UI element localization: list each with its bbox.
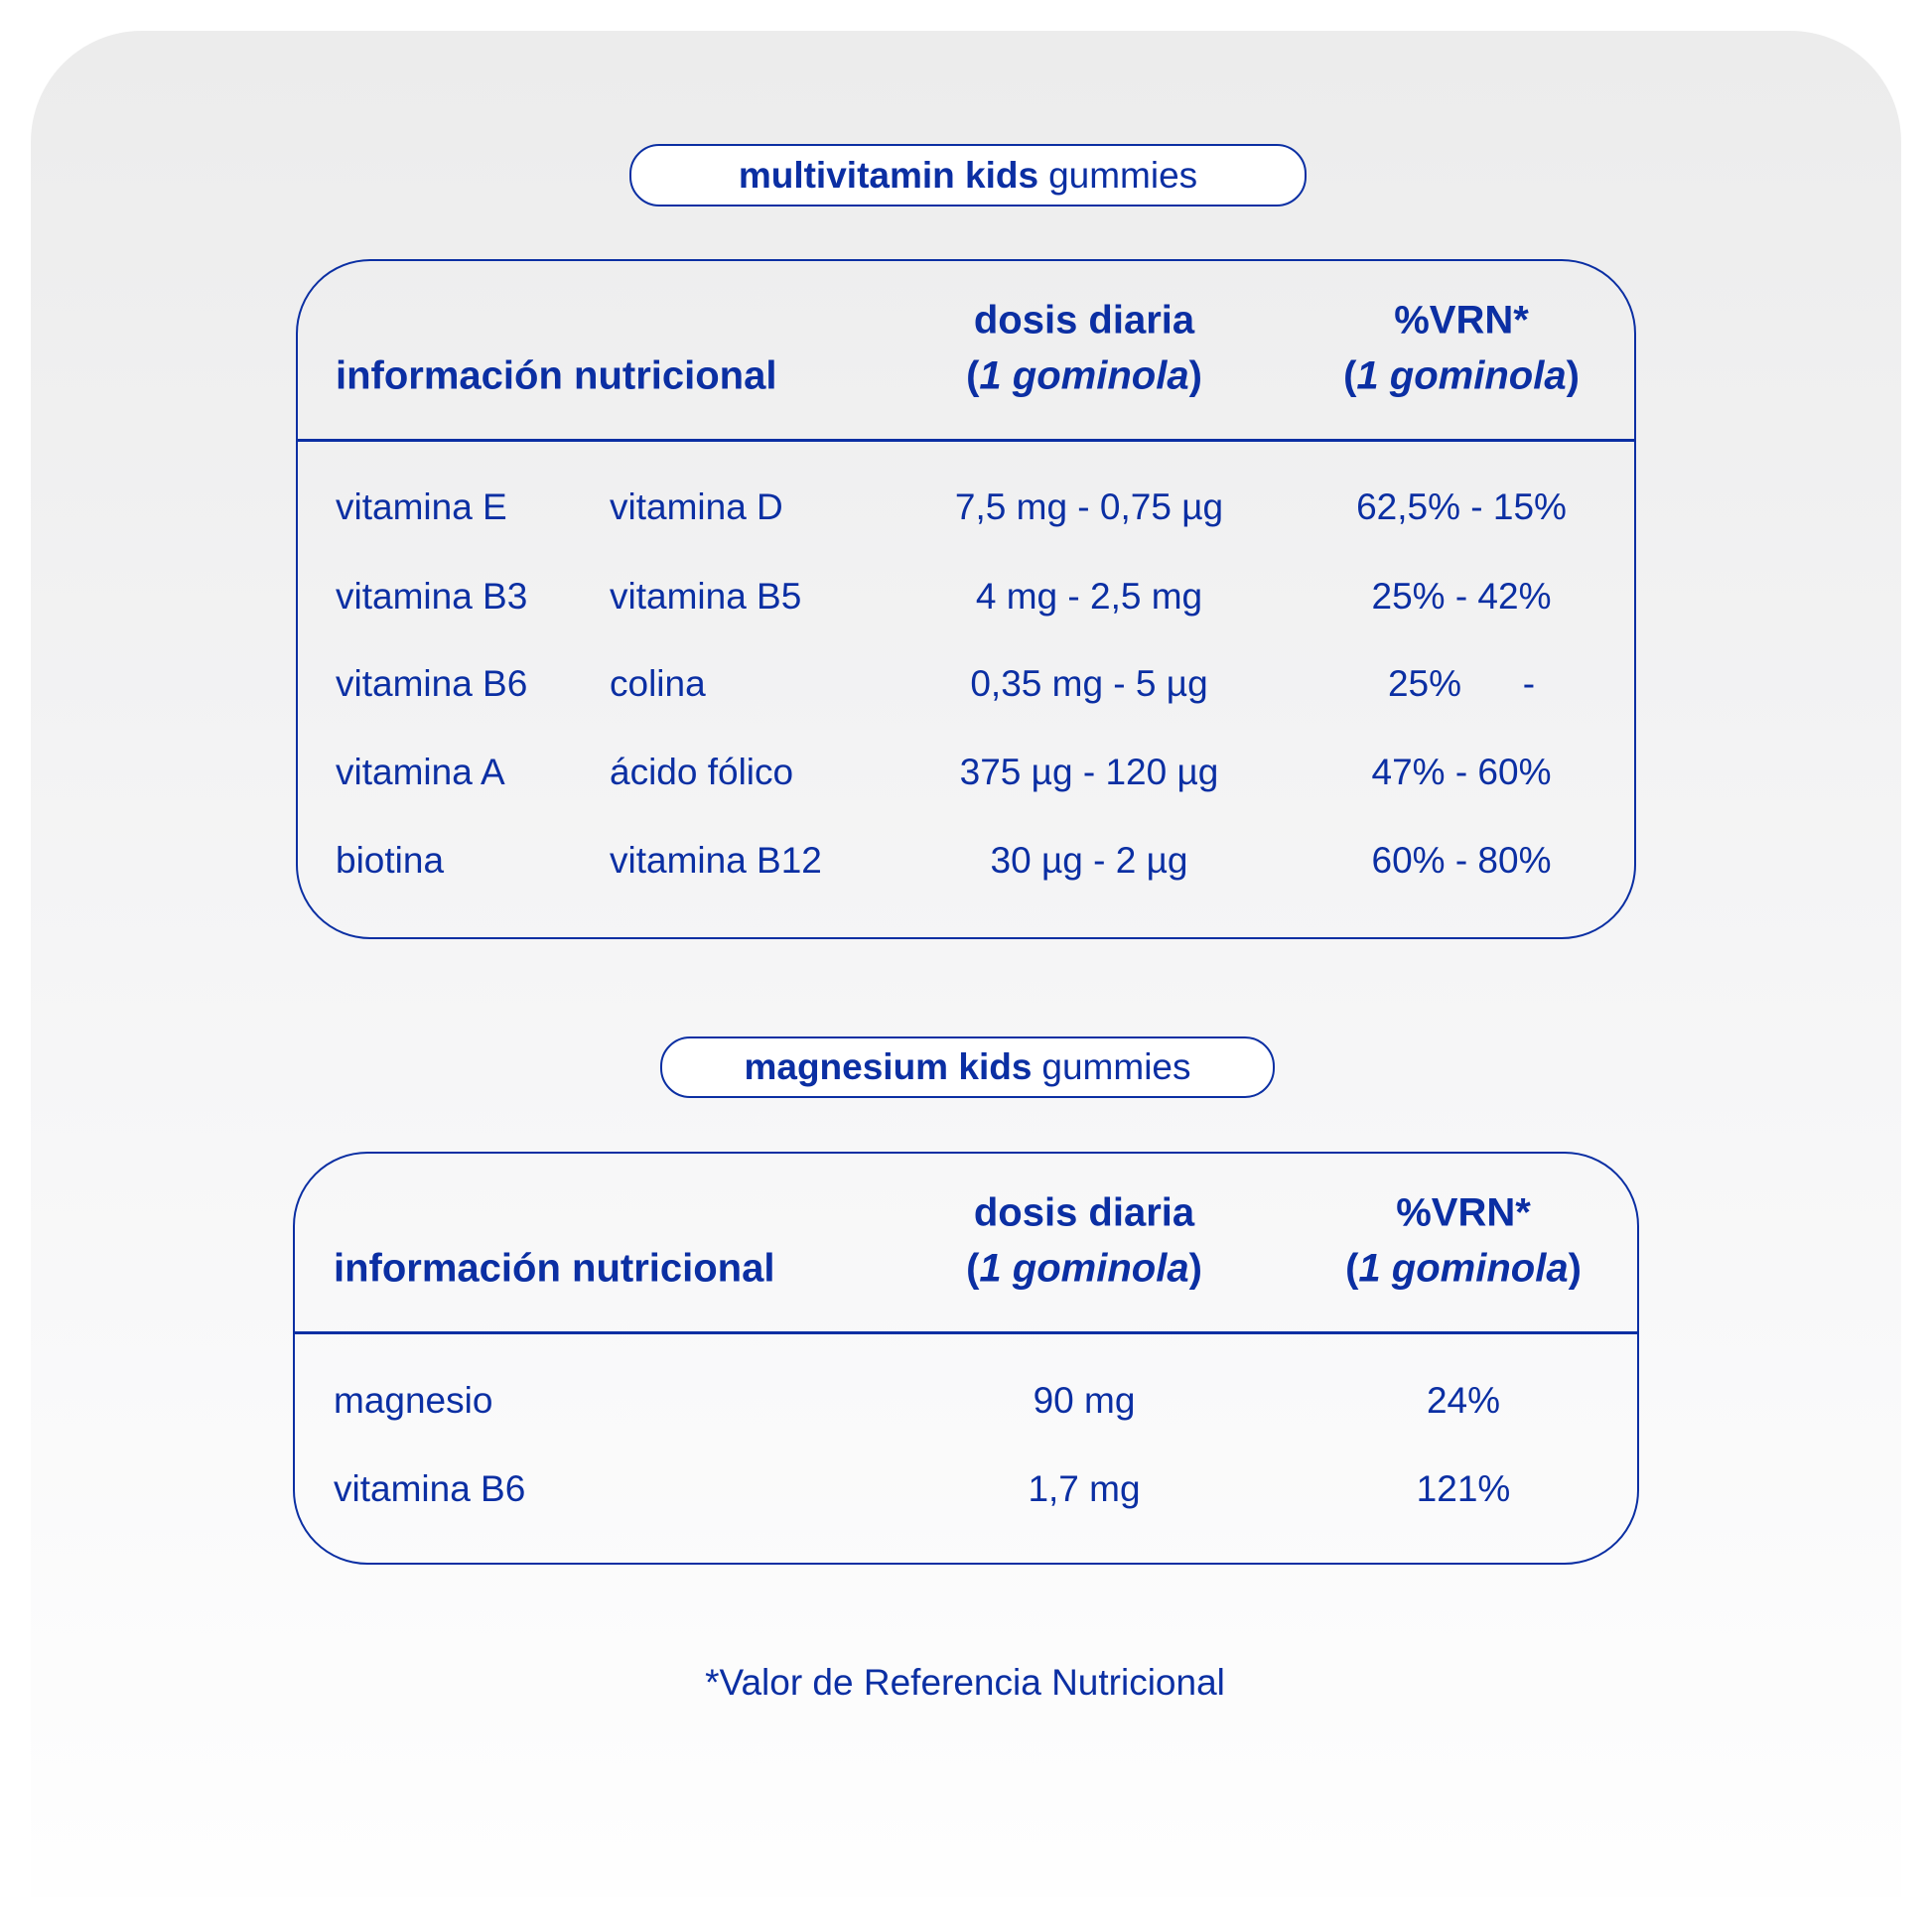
vrn-percent: 121% [1416,1468,1511,1509]
daily-dose: 375 µg - 120 µg [959,752,1219,792]
header-nutrition-info: información nutricional [334,1246,775,1291]
header-dose-line1: dosis diaria [973,1190,1195,1235]
vrn-percent: 25% - [1387,663,1536,704]
header-vrn-line1: %VRN* [1394,298,1529,343]
header-divider [298,439,1634,442]
daily-dose: 4 mg - 2,5 mg [975,576,1203,617]
background-card [31,31,1901,1897]
vrn-percent: 24% [1426,1380,1501,1421]
nutrient-name-2: vitamina B5 [610,576,802,617]
multivitamin-nutrition-table [296,259,1636,939]
nutrient-name-2: vitamina B12 [610,840,822,881]
dose-serving: 1 gominola [979,353,1189,398]
nutrient-name-2: ácido fólico [610,752,794,792]
nutrient-name: vitamina A [336,752,505,792]
header-dose-line1: dosis diaria [973,298,1195,343]
nutrient-name: vitamina B6 [336,663,528,704]
vrn-percent: 25% - 42% [1371,576,1552,617]
nutrient-name: vitamina E [336,486,507,527]
footnote: *Valor de Referencia Nutricional [705,1662,1225,1703]
daily-dose: 0,35 mg - 5 µg [970,663,1208,704]
multivitamin-title-pill: multivitamin kids gummies [629,144,1307,207]
nutrient-name: biotina [336,840,445,881]
magnesium-nutrition-table [293,1152,1639,1565]
header-dose-line2: (1 gominola) [966,353,1202,398]
vrn-serving: 1 gominola [1356,353,1567,398]
daily-dose: 30 µg - 2 µg [990,840,1188,881]
title-bold: magnesium kids [744,1046,1033,1087]
nutrient-name: vitamina B3 [336,576,528,617]
title-regular: gummies [1048,154,1198,196]
header-dose-line2: (1 gominola) [966,1246,1202,1291]
title-bold: multivitamin kids [738,154,1039,196]
vrn-percent: 60% - 80% [1371,840,1552,881]
header-divider [295,1331,1637,1334]
dose-serving: 1 gominola [979,1246,1189,1291]
daily-dose: 1,7 mg [1028,1468,1141,1509]
nutrient-name-2: vitamina D [610,486,783,527]
title-regular: gummies [1041,1046,1191,1087]
header-vrn-line2: (1 gominola) [1345,1246,1582,1291]
header-nutrition-info: información nutricional [336,353,777,398]
nutrient-name-2: colina [610,663,706,704]
vrn-serving: 1 gominola [1358,1246,1569,1291]
nutrient-name: vitamina B6 [334,1468,526,1509]
vrn-percent: 62,5% - 15% [1356,486,1567,527]
header-vrn-line1: %VRN* [1396,1190,1531,1235]
magnesium-title-pill: magnesium kids gummies [660,1036,1275,1098]
daily-dose: 7,5 mg - 0,75 µg [954,486,1224,527]
daily-dose: 90 mg [1033,1380,1136,1421]
nutrient-name: magnesio [334,1380,493,1421]
header-vrn-line2: (1 gominola) [1343,353,1580,398]
vrn-percent: 47% - 60% [1371,752,1552,792]
